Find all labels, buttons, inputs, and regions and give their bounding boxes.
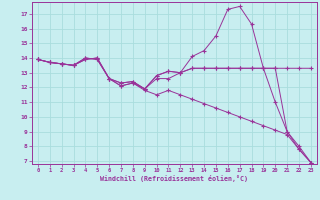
X-axis label: Windchill (Refroidissement éolien,°C): Windchill (Refroidissement éolien,°C) xyxy=(100,175,248,182)
